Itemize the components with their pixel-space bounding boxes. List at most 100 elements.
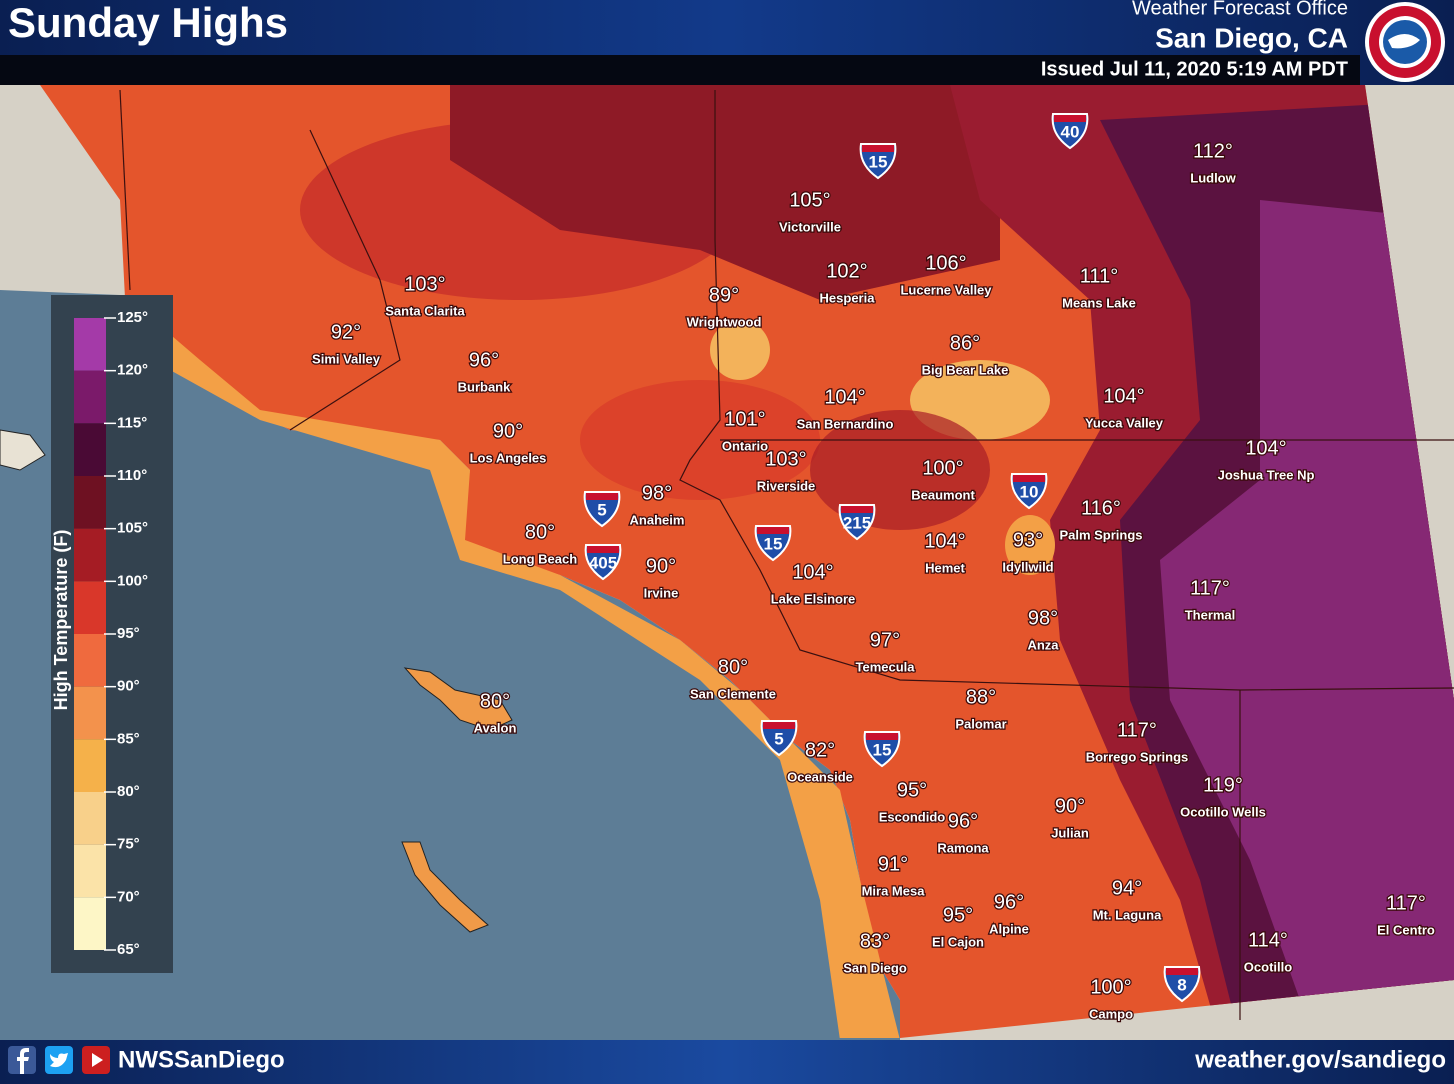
city-name: Wrightwood bbox=[687, 314, 762, 329]
youtube-glyph bbox=[92, 1053, 103, 1067]
city-temperature: 86° bbox=[950, 332, 980, 354]
website[interactable]: weather.gov/sandiego bbox=[1194, 1046, 1446, 1073]
highway-number: 40 bbox=[1061, 122, 1080, 141]
city-name: Los Angeles bbox=[470, 450, 547, 465]
legend-band bbox=[74, 686, 106, 740]
city-temperature: 95° bbox=[943, 904, 973, 926]
legend-band bbox=[74, 792, 106, 845]
legend-tick-label: 90° bbox=[117, 678, 140, 695]
city-name: Ocotillo Wells bbox=[1180, 804, 1266, 819]
city-name: Idyllwild bbox=[1002, 559, 1053, 574]
city-temperature: 106° bbox=[925, 252, 966, 274]
city-name: Long Beach bbox=[503, 551, 577, 566]
shield-top bbox=[1166, 968, 1198, 975]
footer-bar bbox=[0, 1040, 1454, 1084]
social-handle[interactable]: NWSSanDiego bbox=[118, 1046, 285, 1073]
city-name: Oceanside bbox=[787, 769, 853, 784]
nws-logo bbox=[1365, 2, 1445, 82]
shield-body bbox=[754, 525, 792, 562]
legend-tick-label: 65° bbox=[117, 941, 140, 958]
city-name: El Centro bbox=[1377, 922, 1435, 937]
highway-number: 5 bbox=[597, 500, 606, 519]
city-temperature: 104° bbox=[1103, 385, 1144, 407]
city-name: Ocotillo bbox=[1244, 959, 1292, 974]
legend-tick-label: 125° bbox=[117, 309, 148, 326]
city-temperature: 103° bbox=[404, 273, 445, 295]
shield-top bbox=[757, 527, 789, 534]
city-temperature: 98° bbox=[1028, 607, 1058, 629]
city-temperature: 89° bbox=[709, 284, 739, 306]
legend-tick-label: 115° bbox=[117, 414, 147, 431]
office: Weather Forecast Office bbox=[1132, 0, 1348, 19]
legend-band bbox=[74, 318, 106, 371]
city-name: Alpine bbox=[989, 921, 1029, 936]
city-temperature: 111° bbox=[1080, 265, 1118, 287]
island bbox=[0, 429, 46, 471]
city-name: Victorville bbox=[779, 219, 841, 234]
legend-tick-label: 80° bbox=[117, 783, 140, 800]
city-temperature: 117° bbox=[1117, 719, 1157, 741]
legend-band bbox=[74, 897, 106, 950]
legend-tick-label: 95° bbox=[117, 625, 140, 642]
city-temperature: 102° bbox=[826, 260, 867, 282]
city-temperature: 88° bbox=[966, 686, 996, 708]
shield-top bbox=[586, 493, 618, 500]
city-temperature: 96° bbox=[948, 810, 978, 832]
temperature-field bbox=[40, 85, 1454, 1038]
city-temperature: 98° bbox=[642, 482, 672, 504]
legend-band bbox=[74, 634, 106, 687]
county-lines bbox=[119, 89, 1454, 1020]
city-name: Julian bbox=[1051, 825, 1089, 840]
city-name: Joshua Tree Np bbox=[1218, 467, 1315, 482]
shield-body bbox=[1051, 113, 1089, 150]
city-name: Escondido bbox=[879, 809, 946, 824]
shield-top bbox=[841, 506, 873, 513]
city-name: San Clemente bbox=[690, 686, 776, 701]
highway-number: 10 bbox=[1020, 482, 1039, 501]
shield-top bbox=[1054, 115, 1086, 122]
shield-body bbox=[859, 143, 897, 180]
city-name: Hemet bbox=[925, 560, 965, 575]
city-name: Lake Elsinore bbox=[771, 591, 856, 606]
city-temperature: 83° bbox=[860, 930, 890, 952]
city-temperature: 94° bbox=[1112, 877, 1142, 899]
facebook-glyph bbox=[17, 1048, 29, 1074]
legend-band bbox=[74, 370, 106, 424]
legend-title: High Temperature (F) bbox=[51, 530, 71, 711]
city-name: Temecula bbox=[855, 659, 915, 674]
header-strip bbox=[0, 55, 1360, 85]
shield-body bbox=[863, 731, 901, 768]
shield-top bbox=[1013, 475, 1045, 482]
city-name: Mt. Laguna bbox=[1093, 907, 1162, 922]
legend-tick-label: 110° bbox=[117, 467, 147, 484]
city-temperature: 100° bbox=[1090, 976, 1131, 998]
highway-number: 15 bbox=[873, 740, 892, 759]
shield-body bbox=[583, 491, 621, 528]
city-temperature: 93° bbox=[1013, 529, 1043, 551]
city-temperature: 104° bbox=[924, 530, 965, 552]
legend-band bbox=[74, 739, 106, 792]
city-name: Mira Mesa bbox=[862, 883, 926, 898]
city-name: Hesperia bbox=[820, 290, 876, 305]
city-temperature: 101° bbox=[724, 408, 765, 430]
city-name: Means Lake bbox=[1062, 295, 1136, 310]
shield-body bbox=[760, 720, 798, 757]
city-temperature: 117° bbox=[1386, 892, 1426, 914]
city-temperature: 112° bbox=[1193, 140, 1233, 162]
city-name: Irvine bbox=[644, 585, 679, 600]
highway-number: 215 bbox=[843, 513, 871, 532]
city-name: Big Bear Lake bbox=[922, 362, 1009, 377]
city-temperature: 100° bbox=[922, 457, 963, 479]
legend-tick-label: 75° bbox=[117, 836, 140, 853]
city-temperature: 104° bbox=[1245, 437, 1286, 459]
city-temperature: 90° bbox=[493, 420, 523, 442]
city-name: San Bernardino bbox=[797, 416, 894, 431]
legend-tick-label: 70° bbox=[117, 888, 140, 905]
shield-top bbox=[587, 546, 619, 553]
city-name: Ludlow bbox=[1190, 170, 1236, 185]
city-name: Borrego Springs bbox=[1086, 749, 1189, 764]
city-name: Santa Clarita bbox=[385, 303, 465, 318]
city-temperature: 114° bbox=[1248, 929, 1288, 951]
city-name: Campo bbox=[1089, 1006, 1133, 1021]
highway-number: 5 bbox=[774, 729, 783, 748]
